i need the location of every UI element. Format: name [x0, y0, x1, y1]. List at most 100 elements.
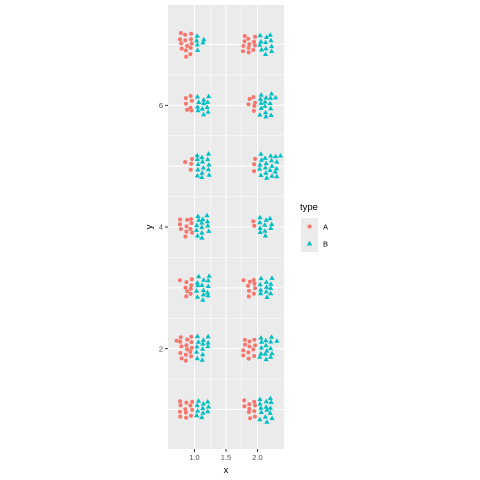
point-b: [274, 338, 280, 343]
point-a: [246, 294, 251, 299]
point-b: [200, 341, 206, 346]
point-b: [206, 93, 212, 99]
point-b: [257, 219, 263, 225]
point-a: [241, 353, 246, 358]
point-b: [277, 153, 284, 158]
point-b: [195, 282, 201, 288]
point-a: [188, 349, 193, 354]
point-a: [252, 43, 257, 48]
point-b: [269, 334, 275, 339]
point-a: [188, 226, 193, 231]
point-b: [194, 94, 200, 99]
point-b: [258, 151, 264, 156]
point-b: [200, 405, 206, 410]
point-b: [194, 173, 200, 178]
point-b: [194, 344, 200, 349]
point-b: [263, 160, 269, 166]
point-b: [201, 36, 207, 42]
point-a: [179, 344, 184, 349]
point-a: [183, 160, 188, 164]
y-tick-label: 6: [159, 101, 163, 110]
point-b: [273, 165, 280, 171]
point-a: [242, 39, 247, 44]
point-b: [268, 354, 274, 359]
point-a: [251, 278, 256, 282]
point-a: [189, 334, 194, 339]
point-b: [262, 99, 268, 104]
point-a: [183, 285, 188, 290]
point-b: [194, 288, 200, 293]
point-a: [247, 344, 252, 349]
point-b: [258, 275, 264, 281]
point-a: [184, 343, 189, 348]
point-a: [188, 37, 193, 42]
point-b: [194, 222, 200, 228]
point-a: [183, 32, 188, 37]
point-b: [258, 100, 264, 105]
legend: type A B: [300, 202, 328, 252]
point-b: [263, 342, 269, 348]
point-b: [268, 290, 274, 296]
x-tick-label: 2.0: [252, 453, 262, 462]
legend-label-a: A: [323, 223, 328, 232]
point-a: [185, 337, 190, 342]
point-a: [241, 278, 246, 283]
point-b: [257, 225, 263, 230]
point-a: [251, 108, 256, 113]
point-a: [242, 398, 247, 403]
point-a: [251, 48, 256, 52]
point-b: [194, 152, 200, 158]
point-a: [190, 230, 195, 235]
point-b: [263, 51, 269, 56]
legend-title: type: [300, 202, 318, 213]
point-b: [201, 111, 207, 117]
point-a: [183, 352, 188, 357]
point-a: [188, 52, 193, 57]
point-a: [189, 345, 194, 350]
point-a: [189, 98, 194, 103]
point-a: [251, 347, 256, 352]
point-b: [269, 48, 275, 53]
point-a: [178, 227, 183, 231]
point-b: [263, 34, 270, 39]
point-b: [194, 280, 200, 285]
point-b: [205, 399, 211, 404]
point-b: [264, 407, 270, 412]
point-a: [252, 337, 257, 342]
point-a: [183, 48, 188, 53]
point-a: [248, 416, 253, 421]
point-b: [205, 408, 211, 414]
point-b: [262, 155, 268, 160]
y-axis: 2 4 6: [159, 101, 168, 353]
point-b: [201, 97, 207, 102]
point-b: [257, 396, 263, 401]
point-b: [268, 225, 274, 230]
point-a: [179, 356, 184, 361]
point-a: [190, 157, 194, 161]
point-a: [246, 410, 251, 415]
point-b: [258, 345, 264, 350]
point-a: [189, 283, 194, 288]
point-a: [252, 169, 256, 174]
point-a: [188, 291, 193, 296]
x-axis-title: x: [224, 465, 229, 476]
point-a: [252, 162, 257, 167]
point-b: [199, 159, 206, 164]
point-b: [263, 95, 269, 100]
point-b: [194, 333, 200, 339]
point-a: [242, 404, 247, 409]
point-b: [200, 287, 207, 292]
point-a: [183, 38, 188, 43]
point-b: [269, 173, 275, 178]
point-b: [267, 395, 273, 401]
point-a: [184, 54, 189, 59]
point-b: [262, 414, 268, 419]
point-b: [267, 405, 273, 410]
point-b: [205, 340, 211, 345]
point-a: [178, 351, 183, 355]
point-a: [251, 95, 256, 100]
point-a: [252, 399, 257, 404]
point-b: [200, 165, 206, 170]
point-b: [200, 291, 207, 297]
point-b: [268, 157, 275, 163]
